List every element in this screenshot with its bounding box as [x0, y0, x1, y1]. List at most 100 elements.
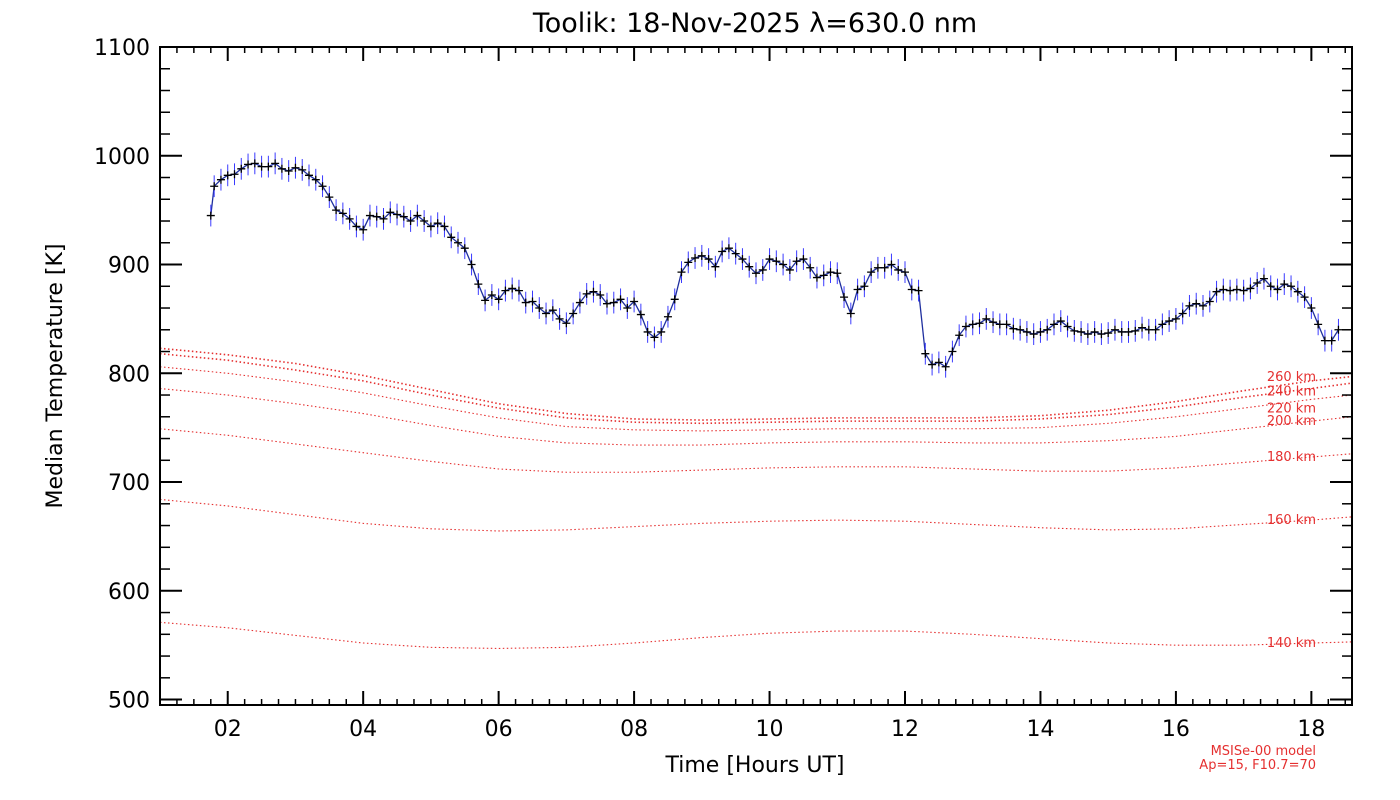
data-point [941, 362, 950, 371]
data-point [508, 284, 517, 293]
data-point [548, 306, 557, 315]
data-point [806, 263, 815, 272]
model-label-140-km: 140 km [1267, 636, 1316, 651]
model-label-260-km: 260 km [1267, 370, 1316, 385]
data-point [1226, 286, 1235, 295]
data-point [345, 214, 354, 223]
x-tick-label: 02 [214, 717, 242, 742]
data-point [1300, 293, 1309, 302]
data-point [528, 297, 537, 306]
y-tick-label: 500 [108, 689, 150, 714]
plot-frame [159, 46, 1353, 706]
data-point [250, 159, 259, 168]
data-point [257, 162, 266, 171]
data-point [1009, 324, 1018, 333]
data-point [514, 286, 523, 295]
data-point [460, 244, 469, 253]
data-point [718, 247, 727, 256]
data-point [961, 322, 970, 331]
data-point [1029, 330, 1038, 339]
data-point [1334, 325, 1343, 334]
data-point [325, 193, 334, 202]
data-point [575, 298, 584, 307]
model-note-name: MSISe-00 model [1211, 744, 1316, 759]
data-point [1199, 301, 1207, 310]
data-point [779, 260, 788, 269]
data-point [206, 211, 215, 220]
data-point [1259, 274, 1268, 283]
data-point [914, 286, 923, 295]
data-point [420, 217, 429, 226]
data-point [623, 304, 632, 313]
model-note-params: Ap=15, F10.7=70 [1199, 758, 1316, 773]
data-point [1090, 327, 1099, 336]
data-point [799, 255, 808, 264]
data-point [237, 164, 246, 173]
chart-title: Toolik: 18-Nov-2025 λ=630.0 nm [532, 8, 977, 39]
data-point [386, 208, 395, 217]
x-tick-label: 12 [891, 717, 919, 742]
data-point [1050, 320, 1058, 329]
data-point [995, 320, 1004, 329]
data-point [1253, 279, 1262, 288]
data-point [955, 331, 964, 340]
y-axis-label: Median Temperature [K] [43, 244, 68, 509]
data-point [989, 318, 998, 327]
data-point [982, 314, 991, 323]
x-tick-label: 10 [756, 717, 784, 742]
model-label-160-km: 160 km [1267, 513, 1316, 528]
data-point [752, 269, 760, 278]
data-point [609, 298, 618, 307]
data-point [379, 214, 388, 223]
data-point [1171, 314, 1180, 323]
data-point [731, 249, 740, 258]
data-point [636, 310, 645, 319]
data-point [887, 260, 896, 269]
data-point [318, 182, 327, 191]
data-point [901, 268, 909, 277]
data-point [1131, 326, 1140, 335]
data-point [467, 260, 476, 269]
data-point [1083, 330, 1092, 339]
model-curve-180-km [159, 428, 1353, 473]
data-point [230, 170, 239, 179]
data-point [1022, 327, 1031, 336]
data-point [352, 222, 361, 231]
data-point [440, 222, 449, 231]
data-point [1327, 336, 1336, 345]
data-point [758, 265, 767, 274]
y-tick-label: 700 [108, 471, 150, 496]
x-tick-label: 08 [620, 717, 648, 742]
data-point [704, 255, 713, 264]
data-point [643, 327, 652, 336]
data-point [677, 268, 686, 277]
data-point [399, 212, 408, 221]
data-point [298, 165, 307, 174]
data-point [569, 309, 578, 318]
data-point [819, 271, 828, 280]
data-point [1138, 323, 1147, 332]
data-point [271, 159, 280, 168]
data-point [1307, 304, 1316, 313]
data-point [1212, 287, 1221, 296]
data-point [826, 268, 835, 277]
data-point [1016, 325, 1025, 334]
data-point [1185, 301, 1194, 310]
model-curve-140-km [159, 621, 1353, 649]
measured-line [210, 162, 1340, 368]
data-point [1280, 280, 1289, 289]
data-point [907, 285, 916, 294]
data-point [785, 265, 794, 274]
x-tick-label: 18 [1297, 717, 1325, 742]
data-point [1151, 325, 1160, 334]
data-point [284, 166, 293, 175]
data-point [948, 347, 957, 356]
data-point [244, 160, 253, 169]
data-point [697, 251, 706, 260]
data-point [650, 333, 659, 342]
data-point [1205, 297, 1214, 306]
x-tick-label: 04 [349, 717, 377, 742]
data-point [447, 233, 456, 242]
data-point [1320, 336, 1329, 345]
data-point [433, 219, 442, 228]
